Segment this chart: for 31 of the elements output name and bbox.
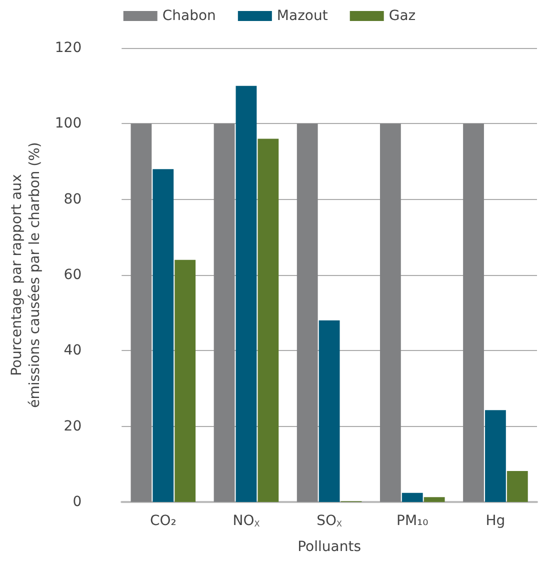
bar — [236, 86, 257, 502]
legend-label: Gaz — [388, 8, 416, 24]
y-tick-label: 20 — [64, 418, 82, 434]
bar — [296, 124, 318, 502]
legend-label: Chabon — [162, 8, 216, 24]
x-tick-label: PM₁₀ — [396, 513, 429, 529]
y-tick-label: 60 — [64, 267, 82, 283]
bar — [152, 169, 174, 502]
y-tick-label: 40 — [64, 342, 82, 359]
y-tick-label: 0 — [72, 494, 82, 510]
bar — [318, 320, 340, 502]
bar — [174, 260, 196, 502]
bar — [424, 497, 445, 502]
x-tick-label: NOX — [232, 513, 260, 529]
bar — [380, 124, 401, 502]
y-tick-label: 120 — [54, 40, 82, 56]
y-tick-label: 80 — [64, 191, 82, 208]
bar — [463, 124, 484, 502]
bar — [402, 492, 423, 502]
y-tick-label: 100 — [54, 116, 82, 132]
bar — [506, 470, 528, 502]
y-axis-title: Pourcentage par rapport aux émissions causées par le charbon (%) — [9, 142, 43, 408]
bar — [485, 410, 506, 502]
bar — [130, 124, 152, 502]
bar — [258, 138, 279, 502]
x-tick-label: CO₂ — [150, 513, 176, 529]
x-axis-title: Polluants — [298, 539, 362, 555]
legend-label: Mazout — [276, 8, 328, 24]
x-tick-label: SOX — [316, 513, 343, 529]
bar — [214, 124, 235, 502]
x-tick-label: Hg — [486, 513, 506, 529]
